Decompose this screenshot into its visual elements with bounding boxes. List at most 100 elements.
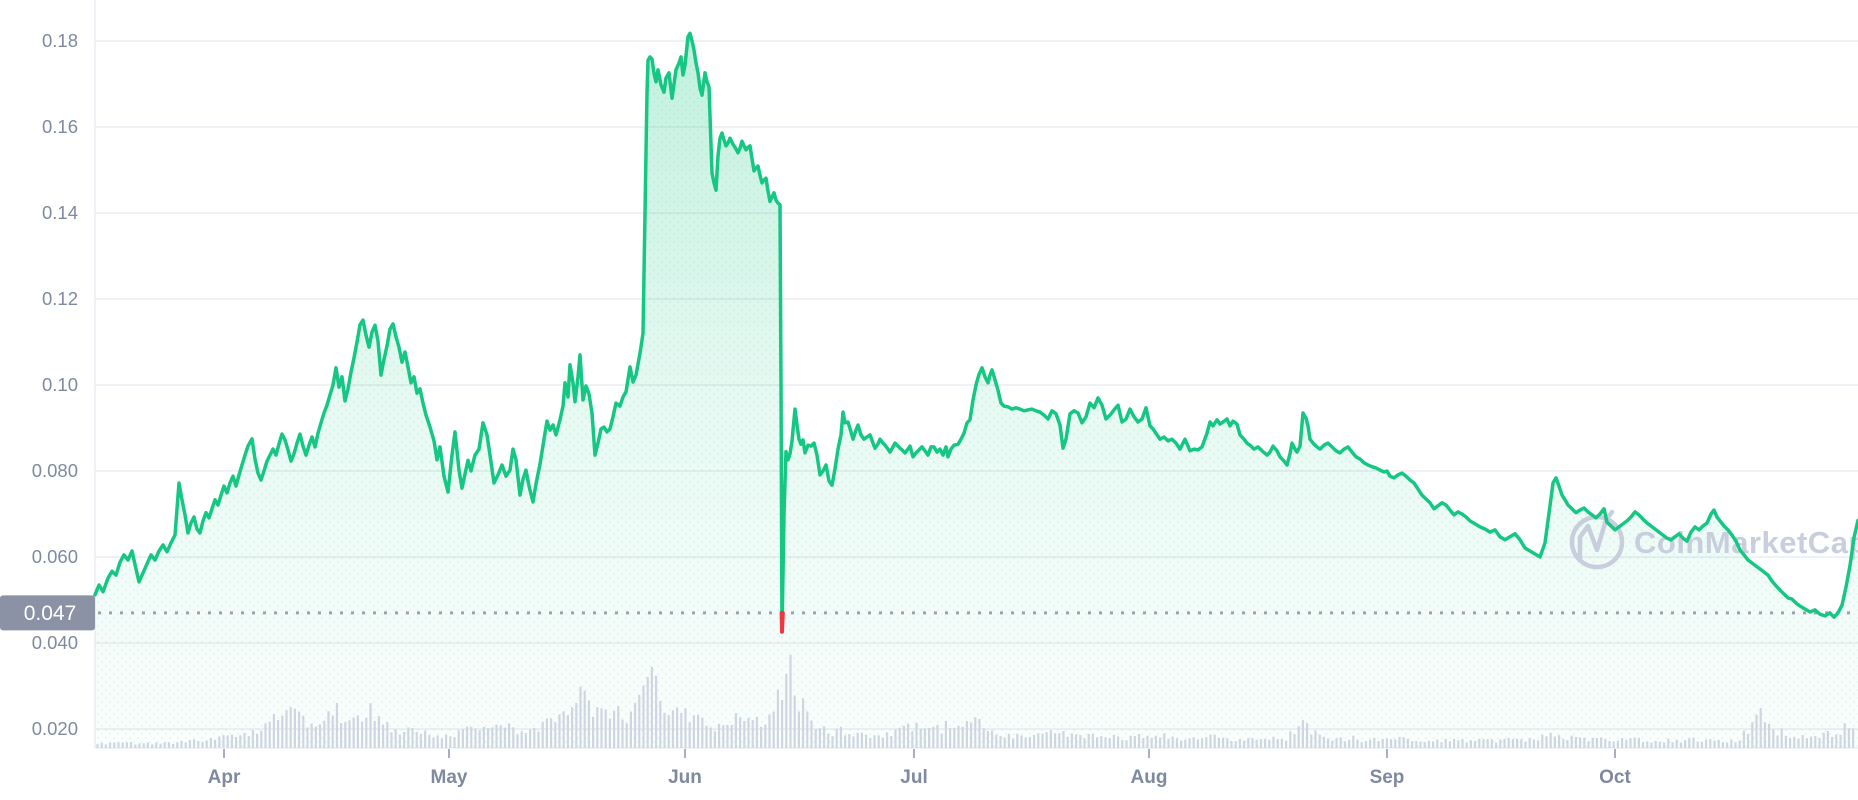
volume-bar: [1377, 741, 1380, 748]
volume-bar: [386, 721, 389, 748]
volume-bar: [440, 738, 443, 748]
volume-bar: [260, 730, 263, 748]
volume-bar: [592, 716, 595, 748]
volume-bar: [289, 707, 292, 748]
volume-bar: [650, 666, 653, 748]
volume-bar: [877, 735, 880, 748]
y-axis-label: 0.18: [42, 30, 78, 51]
volume-bar: [764, 724, 767, 748]
volume-bar: [1469, 740, 1472, 748]
volume-bar: [1768, 723, 1771, 748]
volume-bar: [919, 728, 922, 748]
volume-bar: [155, 742, 158, 748]
y-axis-label: 0.080: [32, 460, 78, 481]
volume-bar: [1381, 738, 1384, 748]
volume-bar: [1453, 738, 1456, 748]
volume-bar: [306, 727, 309, 748]
volume-bar: [1142, 738, 1145, 748]
volume-bar: [117, 742, 120, 748]
volume-bar: [596, 707, 599, 748]
volume-bar: [1654, 740, 1657, 748]
volume-bar: [1570, 735, 1573, 748]
volume-bar: [1423, 742, 1426, 748]
volume-bar: [1125, 740, 1128, 748]
y-axis-label: 0.14: [42, 202, 78, 223]
volume-bar: [1133, 736, 1136, 748]
volume-bar: [1285, 740, 1288, 748]
volume-bar: [352, 717, 355, 748]
volume-bar: [167, 742, 170, 748]
volume-bar: [1726, 742, 1729, 748]
volume-bar: [1562, 738, 1565, 748]
volume-bar: [344, 722, 347, 748]
volume-bar: [583, 690, 586, 748]
volume-bar: [718, 723, 721, 748]
volume-bar: [1343, 741, 1346, 748]
volume-bar: [739, 717, 742, 748]
volume-bar: [1247, 738, 1250, 748]
volume-bar: [726, 724, 729, 748]
volume-bar: [881, 737, 884, 748]
volume-bar: [1226, 738, 1229, 748]
volume-bar: [499, 725, 502, 748]
volume-bar: [1705, 739, 1708, 748]
x-axis-month-label: Jun: [668, 767, 702, 788]
volume-bar: [1070, 733, 1073, 748]
volume-bar: [839, 726, 842, 748]
volume-bar: [1663, 742, 1666, 748]
volume-bar: [1486, 739, 1489, 748]
volume-bar: [205, 740, 208, 748]
volume-bar: [1020, 735, 1023, 748]
volume-bar: [382, 724, 385, 748]
volume-bar: [667, 715, 670, 748]
volume-bar: [348, 720, 351, 748]
volume-bar: [277, 720, 280, 748]
volume-bar: [1759, 708, 1762, 748]
volume-bar: [1196, 739, 1199, 748]
volume-bar: [676, 707, 679, 748]
volume-bar: [298, 711, 301, 748]
volume-bar: [713, 731, 716, 748]
volume-bar: [1444, 738, 1447, 748]
volume-bar: [1213, 734, 1216, 748]
coinmarketcap-watermark: CoinMarketCap: [1569, 509, 1858, 570]
volume-bar: [1776, 735, 1779, 748]
volume-bar: [1579, 737, 1582, 748]
volume-bar: [701, 717, 704, 748]
volume-bar: [436, 735, 439, 748]
volume-bar: [646, 676, 649, 748]
volume-bar: [1255, 739, 1258, 748]
volume-bar: [1558, 735, 1561, 748]
volume-bar: [545, 718, 548, 748]
volume-bar: [1465, 742, 1468, 748]
volume-bar: [890, 736, 893, 748]
y-axis-label: 0.10: [42, 374, 78, 395]
volume-bar: [218, 736, 221, 748]
volume-bar: [1192, 737, 1195, 748]
volume-bar: [1385, 738, 1388, 748]
volume-bar: [970, 722, 973, 748]
volume-bar: [579, 686, 582, 748]
volume-bar: [1318, 734, 1321, 748]
volume-bar: [1306, 723, 1309, 748]
volume-bar: [503, 727, 506, 748]
y-axis-label: 0.12: [42, 288, 78, 309]
volume-bar: [978, 719, 981, 748]
volume-bar: [1637, 737, 1640, 748]
volume-bar: [524, 733, 527, 748]
volume-bar: [1390, 739, 1393, 748]
price-line-drop-segment: [779, 610, 785, 634]
volume-bar: [415, 731, 418, 748]
volume-bar: [1331, 740, 1334, 748]
volume-bar: [1411, 741, 1414, 748]
volume-bar: [865, 734, 868, 748]
volume-bar: [1675, 739, 1678, 748]
volume-bar: [1805, 738, 1808, 748]
volume-bar: [793, 695, 796, 748]
volume-bar: [1117, 736, 1120, 748]
volume-bar: [403, 732, 406, 748]
volume-bar: [335, 703, 338, 748]
